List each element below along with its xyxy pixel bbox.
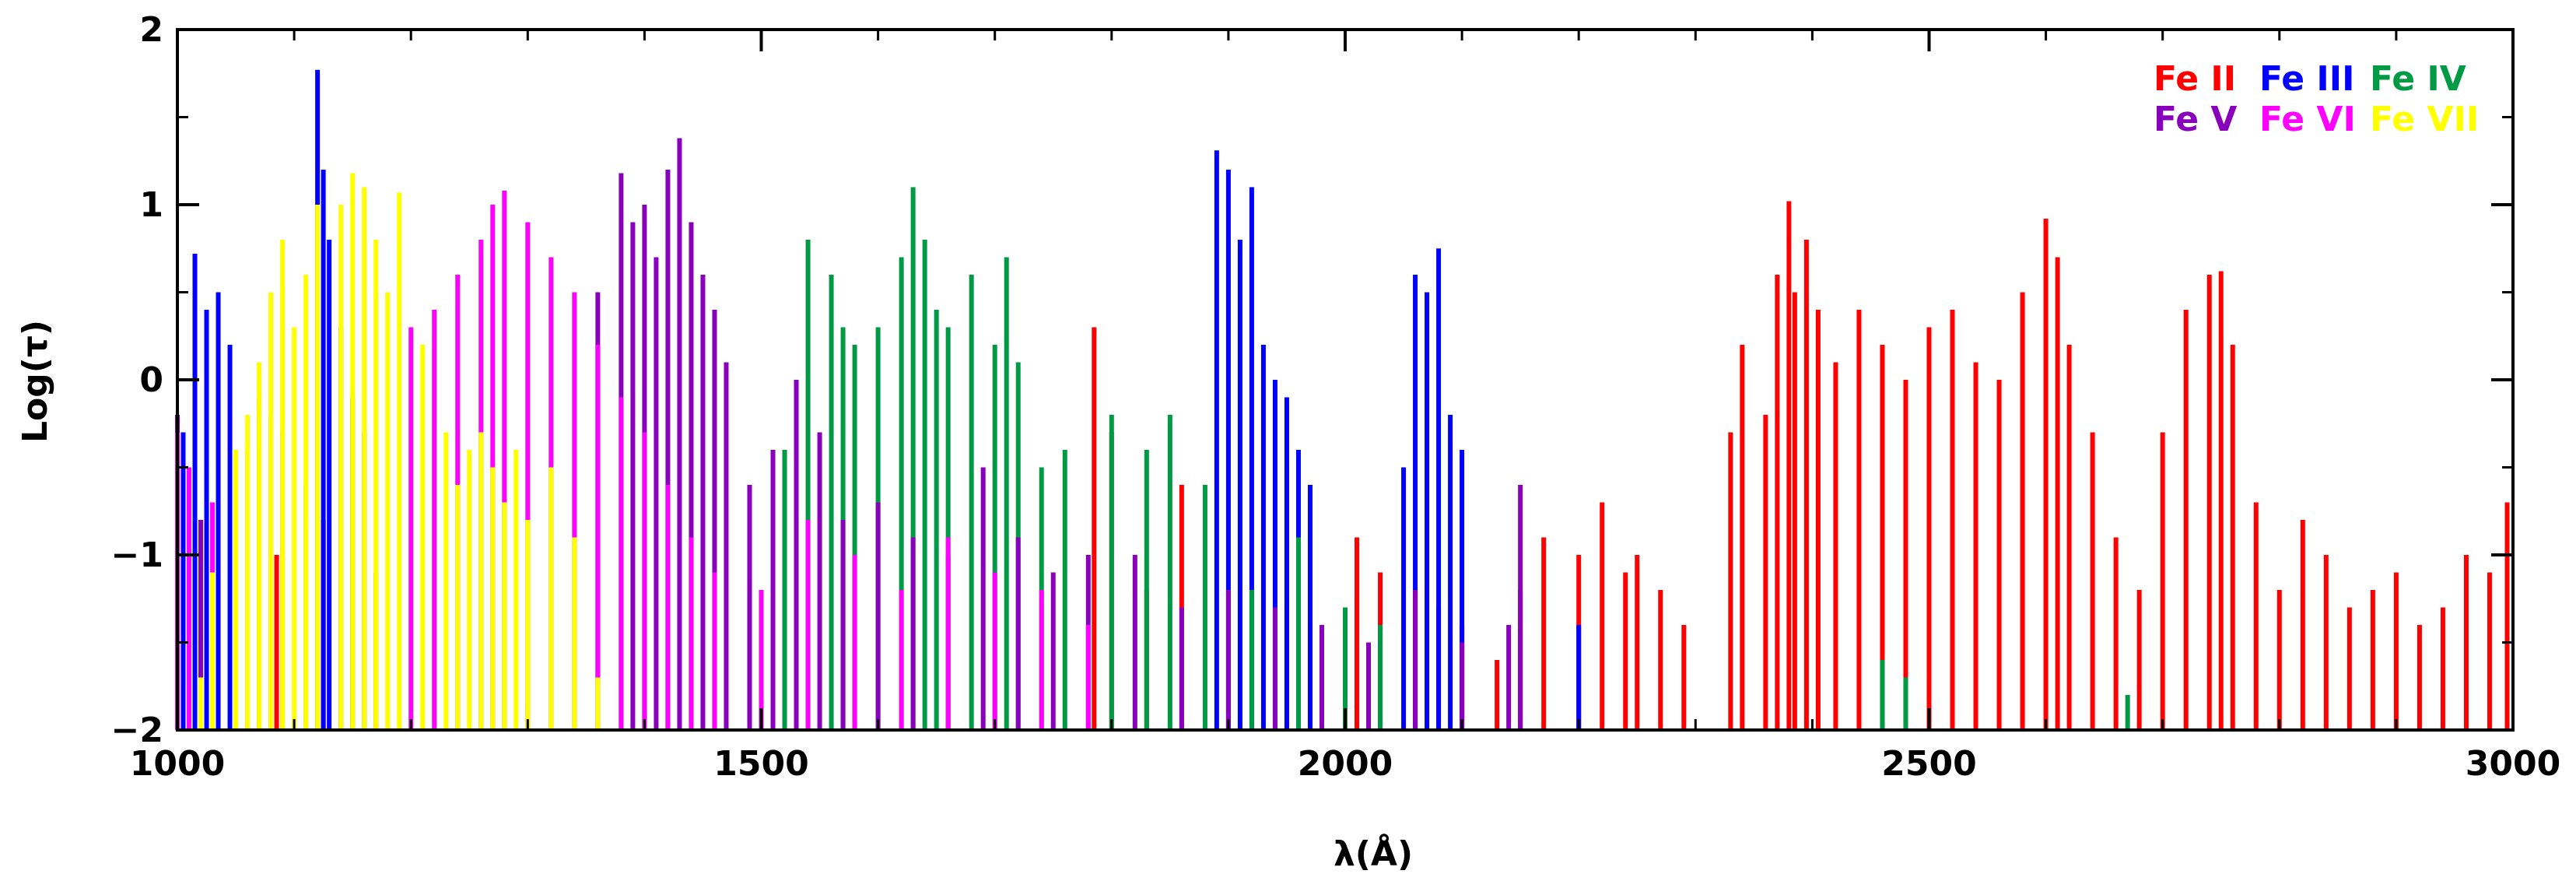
series-fe-iii xyxy=(180,69,1582,730)
series-fe-iv xyxy=(782,187,2130,730)
axis-ticks xyxy=(176,28,2515,732)
y-tick-label: 0 xyxy=(139,360,163,400)
series-fe-v xyxy=(175,138,1523,730)
y-tick-label: 2 xyxy=(139,10,163,50)
x-tick-label: 1000 xyxy=(130,744,225,784)
y-axis-title: Log(τ) xyxy=(16,320,55,443)
x-tick-label: 1500 xyxy=(713,744,808,784)
x-tick-label: 2500 xyxy=(1881,744,1976,784)
legend-entry: Fe VII xyxy=(2370,100,2479,139)
series-fe-vii xyxy=(198,173,601,730)
legend-entry: Fe III xyxy=(2259,59,2355,99)
x-axis-title: λ(Å) xyxy=(1334,833,1413,874)
legend-entry: Fe VI xyxy=(2259,100,2356,139)
tick-labels: 1000 1500 2000 2500 3000 −2 −1 0 1 2 xyxy=(111,10,2561,784)
y-tick-label: −2 xyxy=(111,711,163,750)
y-tick-label: −1 xyxy=(111,535,163,575)
legend: Fe II Fe III Fe IV Fe V Fe VI Fe VII xyxy=(2154,59,2479,139)
legend-entry: Fe IV xyxy=(2370,59,2466,99)
legend-entry: Fe II xyxy=(2154,59,2236,99)
x-tick-label: 3000 xyxy=(2466,744,2560,784)
legend-entry: Fe V xyxy=(2154,100,2238,139)
chart-bars xyxy=(175,69,2510,730)
y-tick-label: 1 xyxy=(139,185,163,225)
x-tick-label: 2000 xyxy=(1298,744,1393,784)
